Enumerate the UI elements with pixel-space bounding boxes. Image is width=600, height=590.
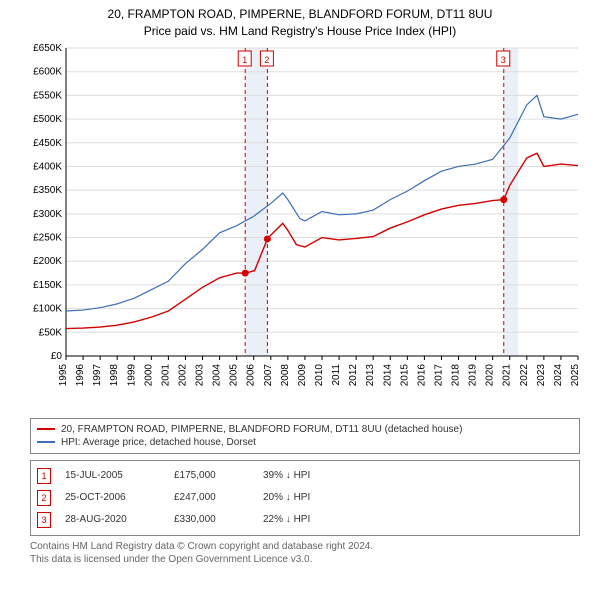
svg-text:3: 3 [501, 55, 506, 65]
svg-text:£400K: £400K [33, 161, 62, 172]
svg-text:2007: 2007 [263, 363, 274, 386]
svg-text:£300K: £300K [33, 208, 62, 219]
svg-text:£350K: £350K [33, 185, 62, 196]
svg-text:2004: 2004 [212, 363, 223, 386]
svg-text:1999: 1999 [126, 363, 137, 386]
footer-line-2: This data is licensed under the Open Gov… [30, 553, 580, 566]
svg-text:1995: 1995 [58, 363, 69, 386]
svg-text:2005: 2005 [229, 363, 240, 386]
legend-swatch [37, 428, 55, 430]
svg-text:2022: 2022 [519, 363, 530, 386]
title-line-2: Price paid vs. HM Land Registry's House … [0, 23, 600, 40]
legend-swatch [37, 441, 55, 443]
svg-text:£150K: £150K [33, 280, 62, 291]
event-marker-box: 3 [37, 512, 51, 528]
svg-text:2011: 2011 [331, 363, 342, 385]
event-date: 28-AUG-2020 [65, 514, 160, 525]
svg-text:2000: 2000 [143, 363, 154, 386]
footer-line-1: Contains HM Land Registry data © Crown c… [30, 540, 580, 553]
svg-text:2025: 2025 [570, 363, 581, 386]
svg-text:1998: 1998 [109, 363, 120, 386]
event-delta: 22% ↓ HPI [263, 514, 310, 525]
svg-text:£50K: £50K [39, 327, 63, 338]
svg-text:£250K: £250K [33, 232, 62, 243]
svg-text:2020: 2020 [485, 363, 496, 386]
svg-text:2015: 2015 [399, 363, 410, 386]
svg-text:2012: 2012 [348, 363, 359, 386]
title-line-1: 20, FRAMPTON ROAD, PIMPERNE, BLANDFORD F… [0, 6, 600, 23]
svg-text:2021: 2021 [502, 363, 513, 386]
svg-text:2009: 2009 [297, 363, 308, 386]
event-price: £247,000 [174, 492, 249, 503]
event-row: 1 15-JUL-2005 £175,000 39% ↓ HPI [37, 465, 573, 487]
svg-text:2013: 2013 [365, 363, 376, 386]
event-row: 2 25-OCT-2006 £247,000 20% ↓ HPI [37, 487, 573, 509]
svg-text:2016: 2016 [416, 363, 427, 386]
event-marker-box: 1 [37, 468, 51, 484]
svg-text:£0: £0 [51, 351, 63, 362]
legend-row: HPI: Average price, detached house, Dors… [37, 436, 573, 449]
event-delta: 20% ↓ HPI [263, 492, 310, 503]
price-chart: £0 £50K £100K £150K £200K £250K £300K £350K £400… [20, 42, 590, 412]
legend: 20, FRAMPTON ROAD, PIMPERNE, BLANDFORD F… [30, 418, 580, 454]
svg-text:£550K: £550K [33, 90, 62, 101]
svg-text:1996: 1996 [75, 363, 86, 386]
legend-label: HPI: Average price, detached house, Dors… [61, 437, 256, 448]
event-delta: 39% ↓ HPI [263, 470, 310, 481]
event-date: 15-JUL-2005 [65, 470, 160, 481]
event-price: £330,000 [174, 514, 249, 525]
event-row: 3 28-AUG-2020 £330,000 22% ↓ HPI [37, 509, 573, 531]
svg-text:2024: 2024 [553, 363, 564, 386]
svg-text:£200K: £200K [33, 256, 62, 267]
svg-text:2019: 2019 [468, 363, 479, 386]
svg-text:£450K: £450K [33, 137, 62, 148]
svg-text:£650K: £650K [33, 43, 62, 54]
event-price: £175,000 [174, 470, 249, 481]
event-date: 25-OCT-2006 [65, 492, 160, 503]
svg-text:1: 1 [242, 55, 247, 65]
chart-title: 20, FRAMPTON ROAD, PIMPERNE, BLANDFORD F… [0, 0, 600, 42]
svg-text:£500K: £500K [33, 114, 62, 125]
event-marker-box: 2 [37, 490, 51, 506]
svg-text:£100K: £100K [33, 303, 62, 314]
svg-text:2: 2 [264, 55, 269, 65]
svg-text:2002: 2002 [177, 363, 188, 386]
svg-text:2018: 2018 [451, 363, 462, 386]
svg-text:2014: 2014 [382, 363, 393, 386]
legend-label: 20, FRAMPTON ROAD, PIMPERNE, BLANDFORD F… [61, 424, 462, 435]
svg-text:1997: 1997 [92, 363, 103, 386]
footer-attribution: Contains HM Land Registry data © Crown c… [30, 540, 580, 566]
svg-text:2017: 2017 [433, 363, 444, 386]
legend-row: 20, FRAMPTON ROAD, PIMPERNE, BLANDFORD F… [37, 423, 573, 436]
svg-text:2001: 2001 [160, 363, 171, 386]
svg-text:2003: 2003 [195, 363, 206, 386]
svg-text:2023: 2023 [536, 363, 547, 386]
svg-text:2010: 2010 [314, 363, 325, 386]
svg-text:2006: 2006 [246, 363, 257, 386]
svg-text:2008: 2008 [280, 363, 291, 386]
svg-text:£600K: £600K [33, 66, 62, 77]
events-table: 1 15-JUL-2005 £175,000 39% ↓ HPI 2 25-OCT-200… [30, 460, 580, 536]
